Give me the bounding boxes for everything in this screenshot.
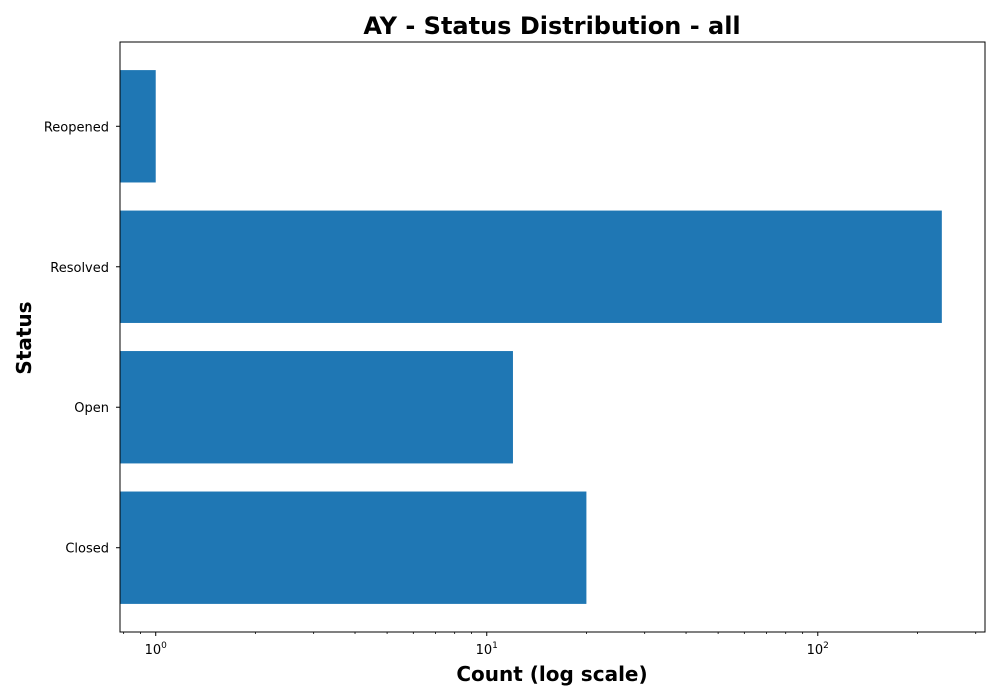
bar-closed xyxy=(120,492,586,604)
y-tick-label: Reopened xyxy=(44,120,109,135)
x-tick-label: 101 xyxy=(476,641,498,658)
y-tick-label: Open xyxy=(74,401,109,416)
y-axis-label: Status xyxy=(12,301,36,374)
x-tick-label: 100 xyxy=(145,641,168,658)
x-axis-ticks: 100 101 102 xyxy=(124,632,976,658)
bar-resolved xyxy=(120,211,942,323)
y-tick-label: Resolved xyxy=(50,261,109,276)
bars-group xyxy=(120,70,942,604)
bar-open xyxy=(120,351,513,463)
x-axis-label: Count (log scale) xyxy=(456,662,647,686)
y-axis-ticks: Closed Open Resolved Reopened xyxy=(44,120,120,556)
bar-reopened xyxy=(120,70,156,182)
y-tick-label: Closed xyxy=(65,542,109,557)
x-tick-label: 102 xyxy=(807,641,829,658)
chart-title: AY - Status Distribution - all xyxy=(363,12,740,40)
